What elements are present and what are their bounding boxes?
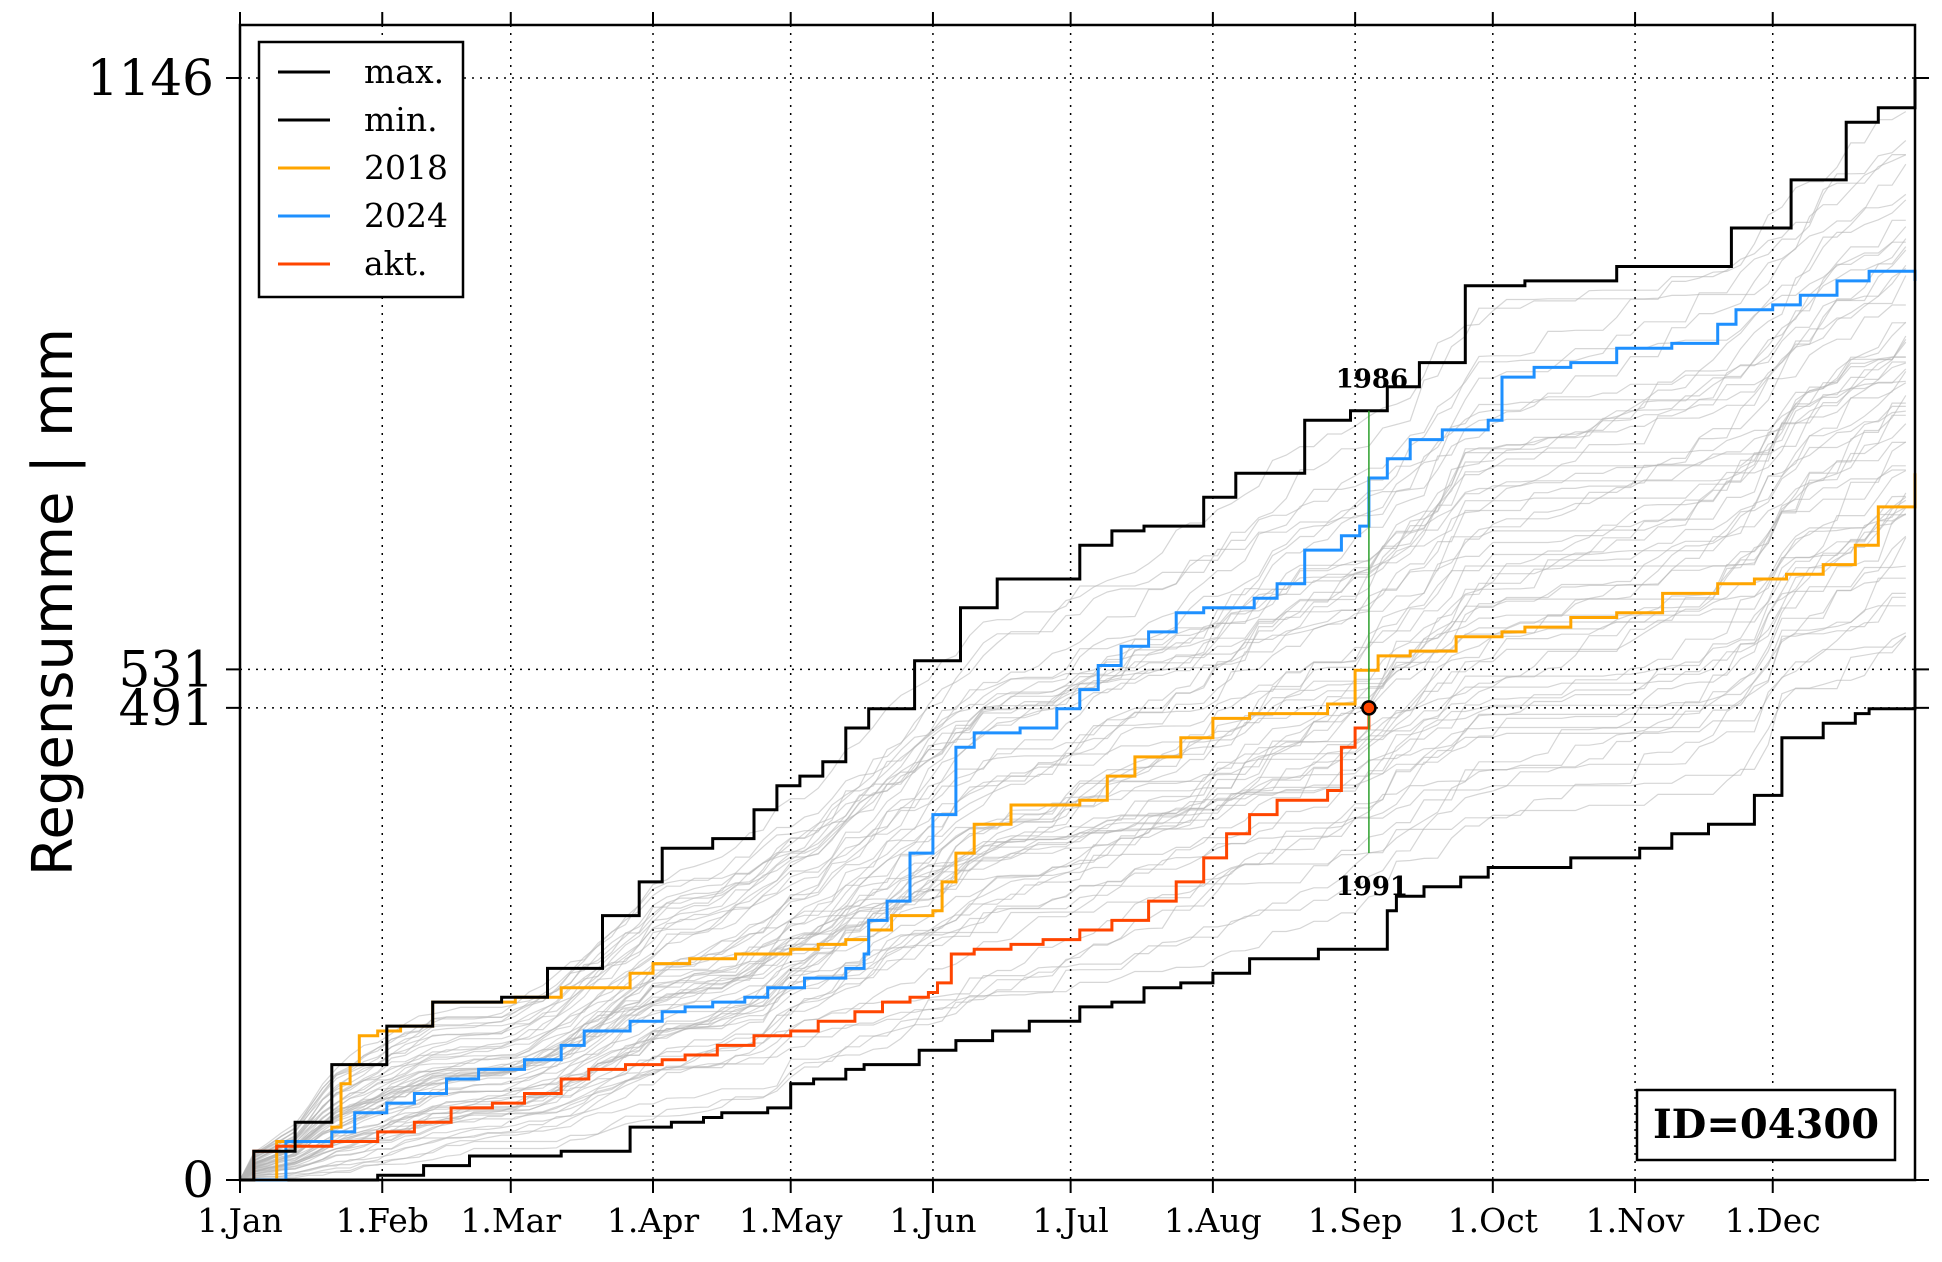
historical-series-line: [239, 513, 1907, 1181]
legend-label: 2024: [364, 196, 448, 235]
historical-series-line: [239, 275, 1907, 1181]
id-box: ID=04300: [1635, 1088, 1897, 1162]
x-tick-label: 1.Nov: [1586, 1201, 1685, 1240]
historical-series-line: [239, 469, 1906, 1181]
historical-series-line: [239, 238, 1907, 1181]
x-tick-label: 1.Dec: [1725, 1201, 1821, 1240]
historical-series-line: [239, 635, 1907, 1181]
y-axis-title: Regensumme | mm: [21, 328, 86, 876]
x-tick-label: 1.Apr: [607, 1201, 699, 1240]
max-year-label: 1986: [1336, 365, 1408, 395]
y-tick-label: 1146: [87, 49, 214, 107]
historical-series-line: [239, 565, 1906, 1181]
legend-label: min.: [364, 100, 438, 139]
historical-series-line: [239, 499, 1907, 1181]
historical-series-line: [239, 356, 1906, 1181]
series-line-2024: [240, 269, 1917, 1182]
x-tick-label: 1.May: [739, 1201, 843, 1240]
historical-series-line: [239, 506, 1907, 1181]
historical-series-line: [239, 513, 1907, 1181]
historical-series-line: [239, 154, 1907, 1181]
historical-series-line: [239, 335, 1907, 1181]
x-tick-label: 1.Jun: [889, 1201, 976, 1240]
main-series-group: [240, 78, 1917, 1182]
historical-series-line: [239, 592, 1906, 1181]
legend: max. min. 2018 2024 akt.: [257, 40, 465, 299]
x-tick-label: 1.Mar: [460, 1201, 561, 1240]
historical-series-line: [239, 410, 1906, 1181]
year-marker-layer: 1986 1991: [1336, 365, 1408, 902]
id-label: ID=04300: [1653, 1101, 1879, 1148]
historical-series-line: [239, 267, 1907, 1181]
y-tick-label: 491: [119, 679, 214, 737]
legend-label: akt.: [364, 244, 427, 283]
x-tick-label: 1.Jan: [197, 1201, 283, 1240]
x-tick-label: 1.Jul: [1032, 1201, 1109, 1240]
id-box-frame: [1635, 1088, 1897, 1162]
historical-series-line: [239, 154, 1906, 1181]
plot-frame: [238, 23, 1917, 1182]
y-tick-label: 0: [182, 1151, 214, 1209]
historical-series-line: [239, 507, 1907, 1181]
legend-label: max.: [364, 52, 444, 91]
historical-series-line: [239, 492, 1907, 1181]
historical-series-line: [239, 111, 1907, 1181]
x-tick-label: 1.Sep: [1308, 1201, 1403, 1240]
historical-series-line: [239, 368, 1907, 1181]
historical-series-line: [239, 322, 1906, 1181]
historical-series-line: [239, 362, 1906, 1181]
historical-series-line: [239, 470, 1907, 1181]
x-tick-label: 1.Feb: [336, 1201, 429, 1240]
legend-label: 2018: [364, 148, 448, 187]
historical-series-line: [239, 514, 1906, 1181]
historical-series-line: [239, 605, 1906, 1181]
current-value-marker: [1361, 700, 1377, 716]
historical-series-line: [239, 193, 1907, 1181]
series-line-max: [240, 78, 1917, 1182]
x-tick-label: 1.Aug: [1164, 1201, 1262, 1240]
historical-series-line: [239, 535, 1907, 1181]
x-tick-label: 1.Oct: [1448, 1201, 1538, 1240]
historical-series-line: [239, 321, 1907, 1181]
historical-series-line: [239, 304, 1906, 1181]
y-tick-label: 531: [119, 640, 214, 698]
historical-series-line: [239, 441, 1906, 1181]
historical-series-line: [239, 596, 1906, 1181]
historical-series-line: [239, 140, 1907, 1181]
historical-series-line: [239, 264, 1907, 1181]
historical-series-line: [239, 632, 1907, 1181]
historical-series-line: [239, 441, 1907, 1181]
series-line-min: [240, 669, 1917, 1182]
historical-series-line: [239, 249, 1907, 1181]
x-axis: 1.Jan 1.Feb 1.Mar 1.Apr 1.May 1.Jun 1.Jul 1.Aug…: [197, 12, 1821, 1240]
min-year-label: 1991: [1336, 872, 1408, 902]
series-line-akt: [240, 707, 1371, 1182]
